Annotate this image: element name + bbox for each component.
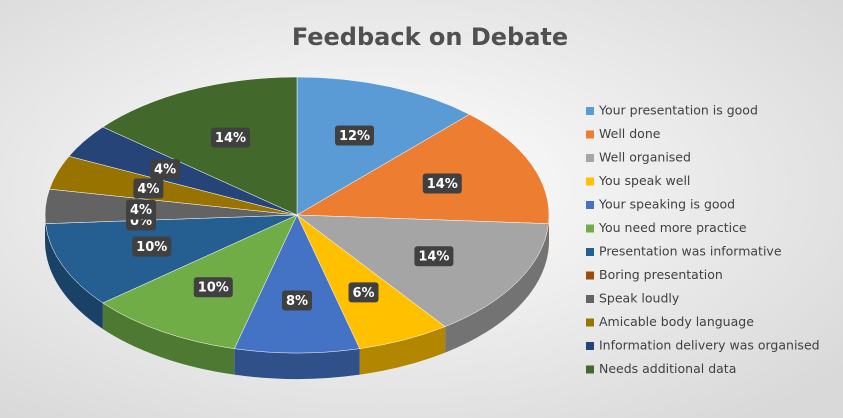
legend-label: You need more practice <box>598 220 747 235</box>
legend-label: Well organised <box>599 150 691 165</box>
legend-label: Presentation was informative <box>599 244 782 259</box>
data-label-text: 6% <box>352 286 374 301</box>
slice-side <box>45 223 103 329</box>
data-label-text: 10% <box>136 240 167 255</box>
legend-swatch <box>586 271 594 280</box>
legend-label: Your presentation is good <box>598 103 758 118</box>
data-label: 14% <box>414 246 454 267</box>
legend-swatch <box>586 248 594 256</box>
data-label: 4% <box>133 178 164 199</box>
data-label: 6% <box>348 282 379 303</box>
data-label: 10% <box>132 236 172 257</box>
data-label-text: 4% <box>154 163 176 178</box>
data-label: 4% <box>150 159 181 180</box>
legend-label: Your speaking is good <box>598 197 735 212</box>
slice <box>296 114 550 224</box>
data-label-box <box>126 199 157 220</box>
legend-swatch <box>586 224 594 233</box>
legend-swatch <box>586 365 594 374</box>
data-label: 10% <box>193 277 233 298</box>
slice-side <box>359 326 446 375</box>
data-label-text: 4% <box>137 182 159 197</box>
data-label-box <box>335 125 375 146</box>
legend-swatch <box>586 342 594 350</box>
legend-swatch <box>586 201 594 209</box>
data-label: 12% <box>335 125 375 146</box>
data-label: 14% <box>422 173 462 194</box>
slice-side <box>445 223 549 353</box>
slice <box>102 76 298 216</box>
data-label-text: 8% <box>286 294 308 309</box>
data-label-box <box>133 178 164 199</box>
legend-swatch <box>586 295 594 303</box>
data-label-box <box>193 277 233 298</box>
data-label: 4% <box>126 199 157 220</box>
data-label-text: 14% <box>418 250 449 265</box>
pie-labels: 12%14%14%6%8%10%10%0%4%4%4%14% <box>126 125 462 311</box>
legend-swatch <box>586 318 594 327</box>
data-label-box <box>150 159 181 180</box>
legend-swatch <box>586 154 594 162</box>
legend-label: Amicable body language <box>599 314 754 329</box>
data-label-text: 14% <box>427 177 458 192</box>
legend: Your presentation is good Well done Well o… <box>586 103 820 376</box>
legend-label: You speak well <box>598 173 690 188</box>
data-label-text: 10% <box>198 281 229 296</box>
legend-label: Well done <box>599 126 661 141</box>
data-label-box <box>348 282 379 303</box>
legend-swatch <box>586 130 594 139</box>
legend-label: Needs additional data <box>599 361 736 376</box>
legend-swatch <box>586 177 594 186</box>
legend-label: Boring presentation <box>599 267 723 282</box>
data-label-box <box>282 290 312 311</box>
legend-swatch <box>586 107 594 115</box>
slice <box>45 214 298 304</box>
data-label: 14% <box>210 127 250 148</box>
data-label-text: 12% <box>339 129 370 144</box>
pie-tops <box>44 76 550 354</box>
data-label-box <box>210 127 250 148</box>
legend-label: Information delivery was organised <box>599 338 820 353</box>
data-label-text: 4% <box>130 203 152 218</box>
data-label-text: 14% <box>215 131 246 146</box>
slice <box>296 76 471 216</box>
data-label: 8% <box>282 290 312 311</box>
data-label-box <box>414 246 454 267</box>
slice-side <box>102 302 235 375</box>
slice <box>233 214 361 354</box>
chart-title: Feedback on Debate <box>292 23 568 51</box>
pie-sides <box>45 215 549 379</box>
slice <box>296 214 549 327</box>
data-label-box <box>132 236 172 257</box>
slice-side <box>234 348 360 379</box>
legend-label: Speak loudly <box>599 291 680 306</box>
data-label-box <box>422 173 462 194</box>
